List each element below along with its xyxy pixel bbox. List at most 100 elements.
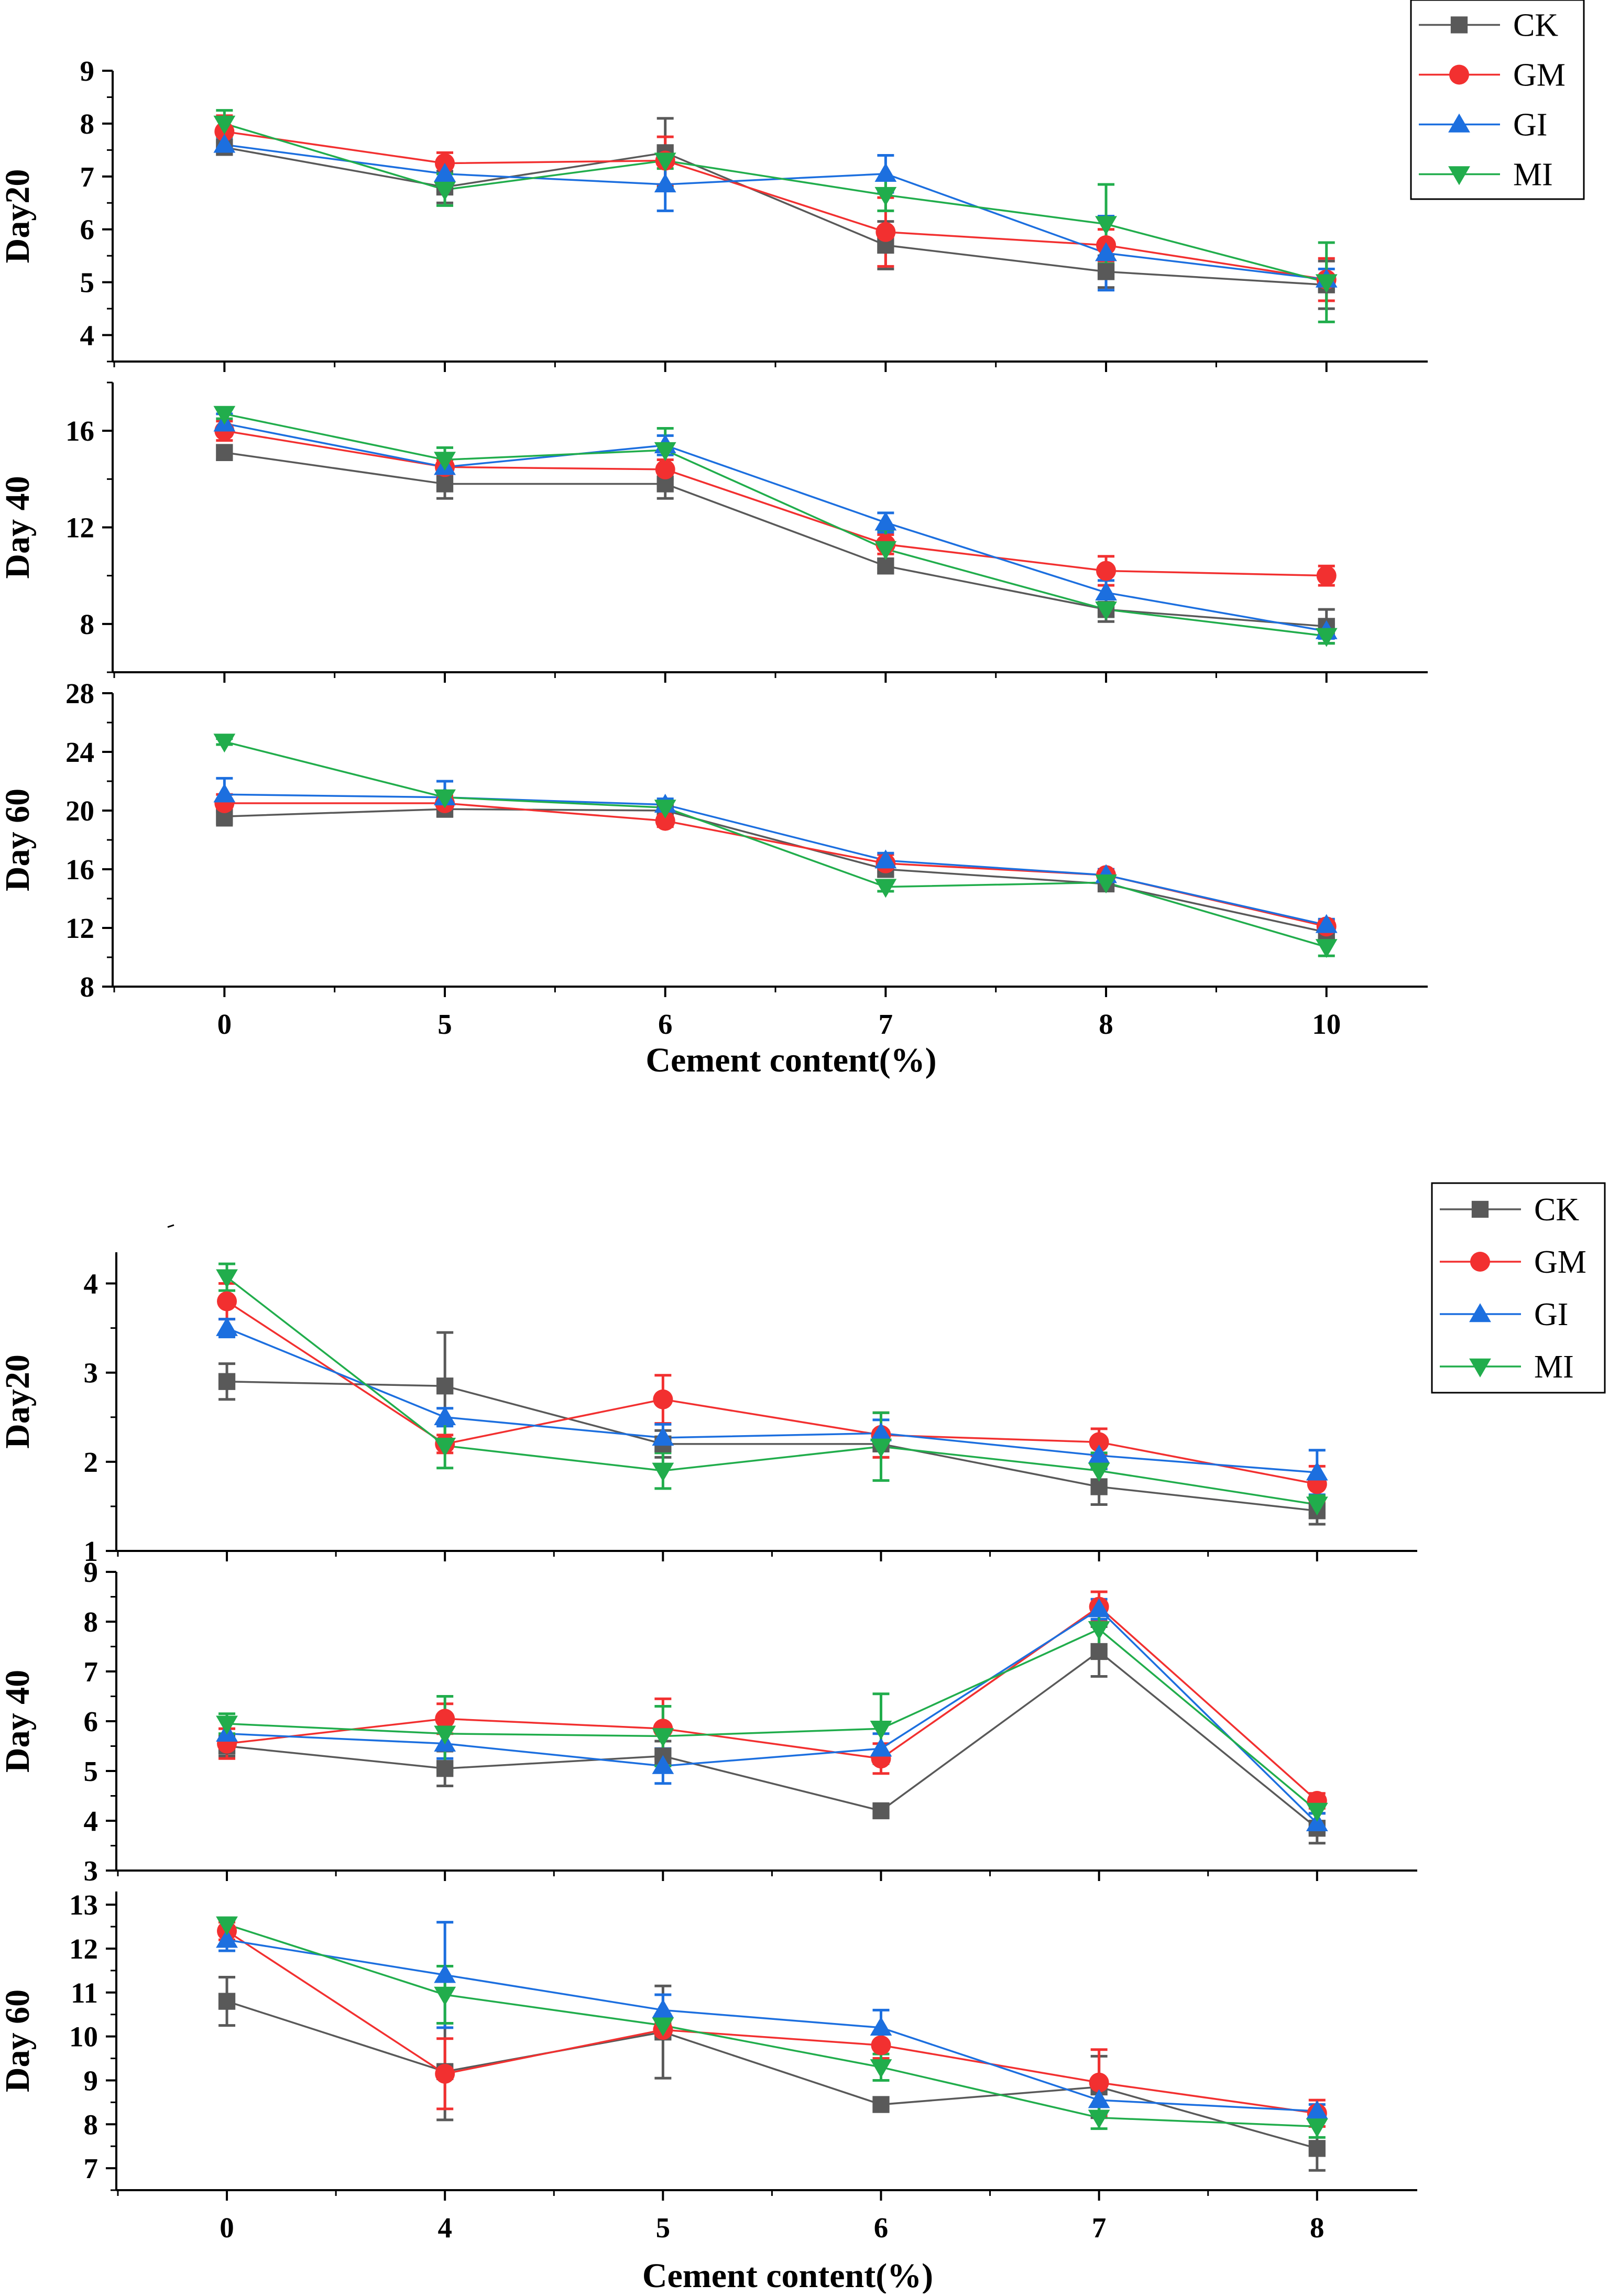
y-tick-label: 7	[84, 2152, 98, 2184]
y-tick-label: 4	[84, 1805, 98, 1837]
y-tick-label: 1	[84, 1535, 98, 1567]
data-point-ck	[218, 1373, 236, 1390]
x-axis-title: Cement content(%)	[645, 1041, 936, 1079]
data-point-mi	[434, 1986, 456, 2006]
data-point-mi	[434, 452, 456, 471]
series-line-mi	[226, 1628, 1318, 1812]
data-point-gm	[655, 459, 675, 479]
legend-marker-gi	[1448, 113, 1470, 133]
data-point-mi	[434, 1725, 456, 1745]
y-axis-title: Day20	[0, 169, 37, 264]
y-tick-label: 11	[71, 1977, 98, 2009]
y-tick-label: 8	[80, 971, 95, 1003]
x-tick-label: 0	[220, 2212, 234, 2244]
data-point-gi	[870, 1737, 892, 1757]
series-line-ck	[226, 2000, 1318, 2150]
y-tick-label: 16	[65, 415, 94, 447]
legend-label: MI	[1534, 1349, 1574, 1385]
data-point-mi	[870, 1438, 892, 1458]
x-tick-label: 7	[1092, 2212, 1107, 2244]
y-tick-label: 3	[84, 1357, 98, 1389]
data-point-gi	[874, 511, 897, 531]
data-point-mi	[654, 152, 676, 172]
series-line-mi	[224, 413, 1327, 637]
series-line-ck	[224, 146, 1327, 286]
data-point-mi	[1306, 1496, 1328, 1516]
data-point-gi	[1306, 1461, 1328, 1481]
data-point-mi	[1095, 216, 1117, 235]
y-tick-label: 7	[80, 161, 95, 193]
data-point-ck	[872, 2096, 890, 2113]
data-point-gi	[870, 2016, 892, 2036]
data-point-mi	[1088, 1621, 1110, 1641]
data-point-gm	[1089, 2072, 1109, 2093]
y-tick-label: 8	[80, 608, 95, 640]
data-point-gi	[652, 1427, 674, 1446]
data-point-mi	[1088, 1462, 1110, 1482]
y-tick-label: 6	[84, 1705, 98, 1737]
series-line-mi	[226, 1276, 1318, 1506]
legend-marker-gi	[1469, 1303, 1491, 1322]
series-line-gi	[224, 144, 1327, 281]
data-point-gi	[652, 1755, 674, 1774]
legend-label: GI	[1513, 107, 1547, 143]
y-tick-label: 10	[69, 2021, 98, 2053]
data-point-mi	[1095, 601, 1117, 621]
data-point-gi	[216, 1929, 238, 1948]
legend-marker-ck	[1471, 1200, 1489, 1218]
x-axis-title: Cement content(%)	[642, 2257, 933, 2293]
y-axis-title: Day20	[0, 1354, 37, 1449]
data-point-gi	[213, 134, 236, 153]
data-point-gm	[871, 2035, 891, 2056]
series-line-gi	[226, 1608, 1318, 1824]
data-point-mi	[874, 187, 897, 206]
y-axis-title: Day 40	[0, 476, 37, 578]
data-point-ck	[1097, 263, 1115, 280]
data-point-mi	[652, 2017, 674, 2037]
data-point-mi	[216, 1269, 238, 1288]
data-point-mi	[434, 1438, 456, 1457]
data-point-gi	[1088, 2089, 1110, 2108]
x-tick-label: 10	[1312, 1008, 1341, 1040]
y-tick-label: 20	[65, 795, 94, 827]
data-point-mi	[1095, 874, 1117, 894]
legend-label: MI	[1513, 157, 1553, 193]
y-tick-label: 5	[84, 1755, 98, 1787]
y-tick-label: 24	[65, 736, 94, 768]
legend-label: CK	[1513, 8, 1558, 43]
series-line-gi	[226, 1327, 1317, 1474]
data-point-mi	[654, 800, 676, 819]
y-tick-label: 12	[65, 512, 94, 544]
data-point-mi	[213, 734, 236, 753]
data-point-mi	[874, 879, 897, 898]
series-line-gi	[226, 1939, 1317, 2112]
y-tick-label: 2	[84, 1446, 98, 1478]
data-point-mi	[1315, 939, 1338, 958]
data-point-ck	[1090, 1643, 1108, 1660]
series-line-ck	[224, 808, 1327, 934]
data-point-gm	[653, 1389, 673, 1409]
series-line-mi	[224, 740, 1327, 948]
data-point-ck	[1308, 2140, 1326, 2157]
y-tick-label: 8	[80, 108, 95, 140]
legend-marker-gm	[1449, 64, 1469, 85]
legend-box	[1431, 1182, 1606, 1394]
legend-marker-gm	[1470, 1252, 1490, 1272]
y-tick-label: 8	[84, 1606, 98, 1638]
series-line-mi	[224, 123, 1327, 283]
series-line-ck	[227, 1380, 1318, 1512]
data-point-ck	[436, 1760, 454, 1777]
y-tick-label: 3	[84, 1855, 98, 1887]
y-axis-title: Day 40	[0, 1670, 37, 1773]
x-tick-label: 5	[656, 2212, 671, 2244]
data-point-ck	[872, 1802, 890, 1820]
data-point-gi	[652, 1999, 674, 2018]
data-point-gi	[1306, 2100, 1328, 2119]
data-point-mi	[434, 181, 456, 201]
y-tick-label: 5	[80, 267, 95, 299]
data-point-gm	[875, 222, 896, 242]
data-point-mi	[1306, 2118, 1328, 2138]
y-tick-label: 9	[80, 55, 95, 87]
data-point-gi	[1315, 914, 1338, 933]
